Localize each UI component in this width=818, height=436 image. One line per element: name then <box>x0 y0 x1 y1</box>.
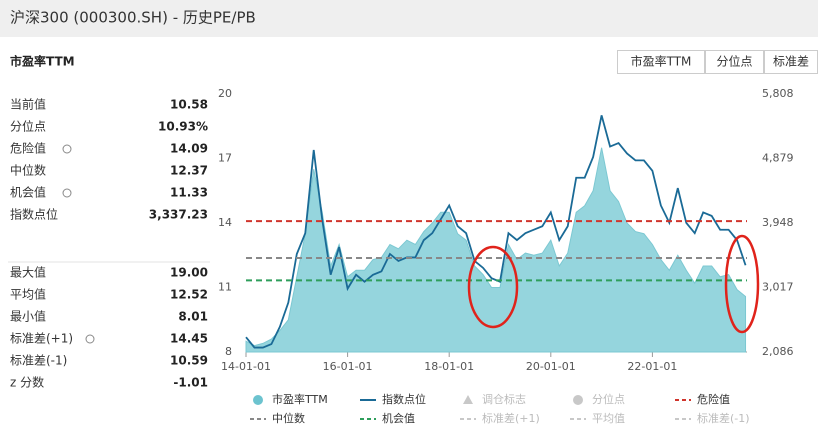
panel-title: 市盈率TTM <box>10 54 75 69</box>
y2-tick-label: 2,086 <box>762 345 794 358</box>
stat-value: 14.09 <box>170 142 208 156</box>
annotations <box>467 234 760 334</box>
title-bar <box>0 0 818 37</box>
tab-label[interactable]: 标准差 <box>773 55 809 69</box>
legend-label[interactable]: 标准差(-1) <box>697 411 750 425</box>
stat-label: 危险值 <box>10 141 46 156</box>
legend-label[interactable]: 市盈率TTM <box>272 392 328 406</box>
stat-label: 最小值 <box>10 309 46 324</box>
legend-label[interactable]: 分位点 <box>592 392 625 406</box>
y-tick-label: 17 <box>218 152 232 165</box>
tab-label[interactable]: 分位点 <box>716 54 752 69</box>
tabs: 市盈率TTM 分位点 标准差 <box>617 50 818 74</box>
stat-label: 最大值 <box>10 265 46 280</box>
page-title: 沪深300 (000300.SH) - 历史PE/PB <box>10 9 256 27</box>
x-tick-label: 16-01-01 <box>323 360 373 373</box>
legend-label[interactable]: 危险值 <box>697 392 730 406</box>
stat-label: 标准差(+1) <box>10 332 73 346</box>
legend-label[interactable]: 中位数 <box>272 411 305 425</box>
stat-label: 标准差(-1) <box>10 354 67 368</box>
stat-value: 12.52 <box>170 288 208 302</box>
y2-tick-label: 3,017 <box>762 280 794 293</box>
pe-area <box>245 147 747 353</box>
legend-label[interactable]: 指数点位 <box>382 392 426 406</box>
stat-label: 当前值 <box>10 97 46 112</box>
stat-value: 3,337.23 <box>149 208 208 222</box>
stat-value: 10.59 <box>170 354 208 368</box>
x-tick-label: 20-01-01 <box>526 360 576 373</box>
x-tick-label: 14-01-01 <box>221 360 271 373</box>
y-tick-label: 14 <box>218 216 232 229</box>
tab[interactable] <box>705 50 764 74</box>
x-tick-label: 22-01-01 <box>627 360 677 373</box>
stat-label: 机会值 <box>10 185 46 200</box>
stat-value: 11.33 <box>170 186 208 200</box>
index-line <box>245 115 747 349</box>
stat-value: 14.45 <box>170 332 208 346</box>
y2-tick-label: 5,808 <box>762 87 794 100</box>
y-tick-label: 8 <box>225 345 232 358</box>
stat-label: z 分数 <box>10 375 44 390</box>
legend-symbol[interactable] <box>573 395 583 405</box>
stat-value: 8.01 <box>178 310 208 324</box>
y2-tick-label: 3,948 <box>762 216 794 229</box>
gear-icon[interactable] <box>62 144 72 154</box>
stat-value: 12.37 <box>170 164 208 178</box>
stat-value: -1.01 <box>173 376 208 390</box>
stats: 当前值 10.58 分位点 10.93% 危险值 14.09 中位数 12.37 机会值 11.3… <box>10 97 208 390</box>
tab-label[interactable]: 市盈率TTM <box>631 54 692 69</box>
legend-symbol[interactable] <box>463 395 473 404</box>
highlight-circle <box>467 245 519 329</box>
stat-label: 平均值 <box>10 287 46 302</box>
stat-value: 10.93% <box>158 120 208 134</box>
stat-value: 19.00 <box>170 266 208 280</box>
gear-icon[interactable] <box>62 188 72 198</box>
stat-label: 分位点 <box>10 119 46 134</box>
stat-label: 指数点位 <box>10 207 58 222</box>
x-tick-label: 18-01-01 <box>424 360 474 373</box>
gear-icon[interactable] <box>85 334 95 344</box>
tab[interactable] <box>617 50 705 74</box>
highlight-circle <box>724 234 760 334</box>
legend-label[interactable]: 标准差(+1) <box>482 411 540 425</box>
gear-icons <box>62 144 95 344</box>
stat-label: 中位数 <box>10 163 46 178</box>
y-tick-label: 20 <box>218 87 232 100</box>
legend-label[interactable]: 平均值 <box>592 412 625 425</box>
y-tick-label: 11 <box>218 281 232 294</box>
y2-tick-label: 4,879 <box>762 151 794 164</box>
legend-label[interactable]: 机会值 <box>382 411 415 425</box>
plot: 8 11 14 17 20 2,086 3,017 3,948 4,879 5,808 14-01-… <box>218 87 794 373</box>
stat-value: 10.58 <box>170 98 208 112</box>
legend-symbol[interactable] <box>253 395 263 405</box>
legend-label[interactable]: 调仓标志 <box>482 392 526 406</box>
